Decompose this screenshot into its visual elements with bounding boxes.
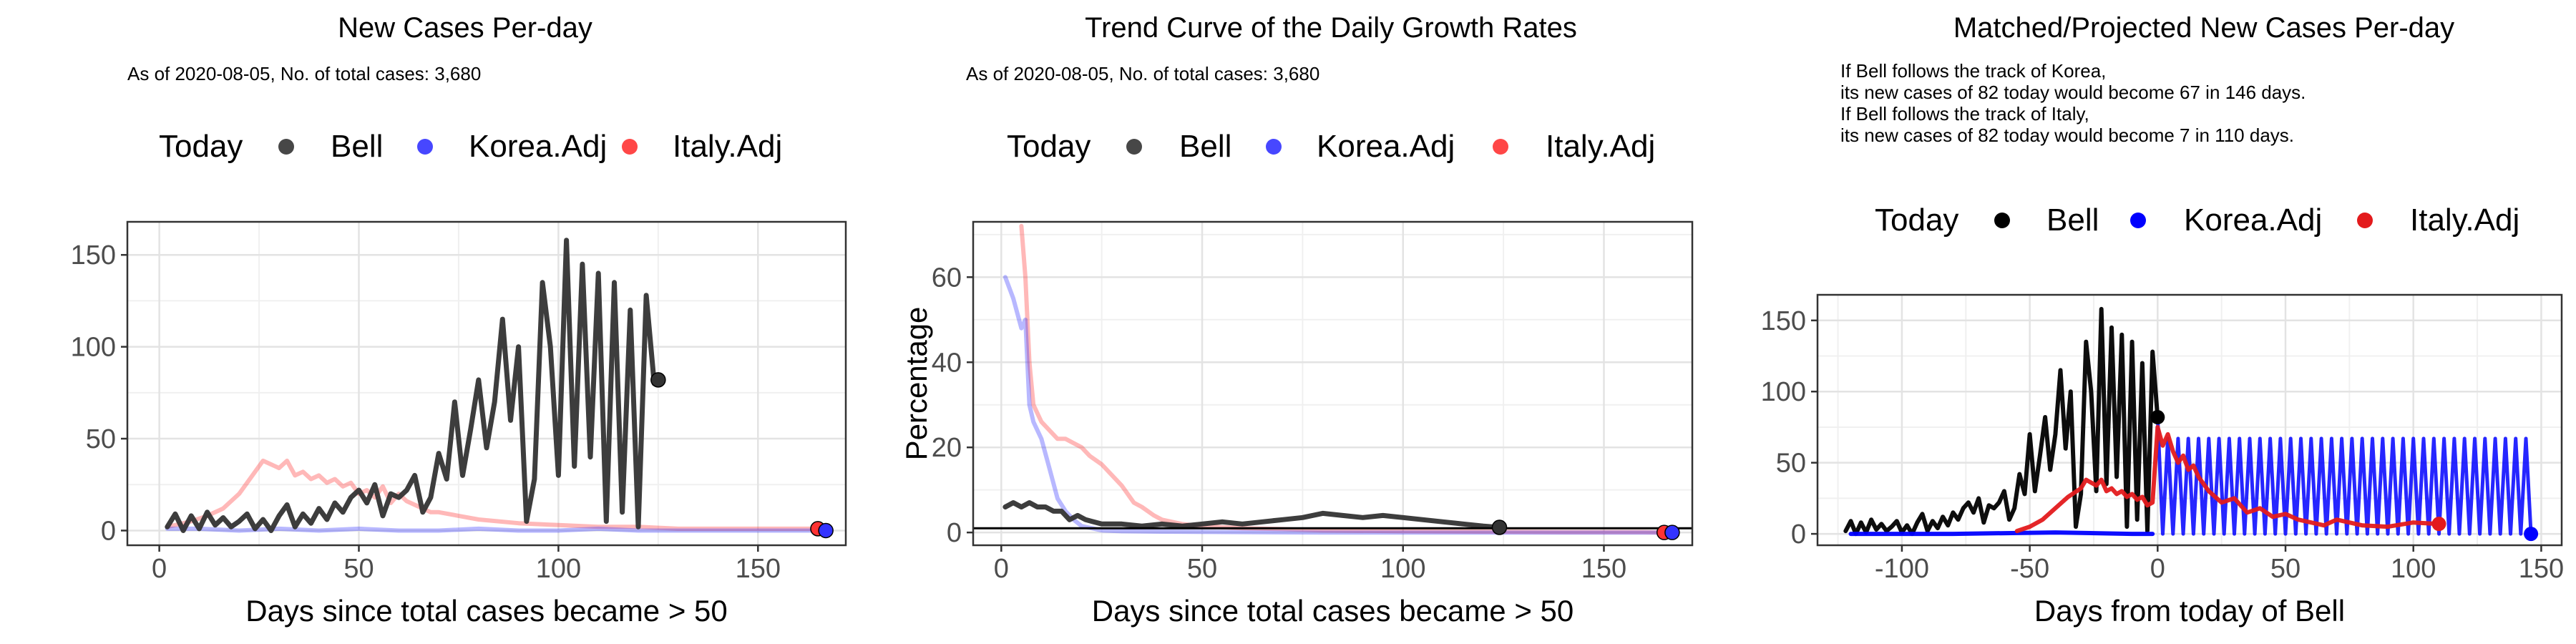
x-tick-label: 100 <box>1380 554 1425 584</box>
x-tick-label: 150 <box>2519 554 2564 584</box>
chart-subtitle: If Bell follows the track of Italy, <box>1840 103 2089 125</box>
y-tick-label: 20 <box>932 433 962 463</box>
legend-label: Korea.Adj <box>1317 129 1455 164</box>
plot-border <box>972 220 1694 547</box>
y-tick-label: 60 <box>932 263 962 293</box>
chart-panel-1: New Cases Per-day As of 2020-08-05, No. o… <box>71 12 847 628</box>
y-tick-label: 150 <box>1761 306 1806 336</box>
legend-label: Korea.Adj <box>469 129 607 164</box>
chart-subtitle: As of 2020-08-05, No. of total cases: 3,… <box>966 63 1319 84</box>
plot-area <box>1843 306 2533 537</box>
chart-subtitle: its new cases of 82 today would become 7… <box>1840 125 2294 146</box>
end-point-korea-adj <box>2524 527 2539 542</box>
chart-subtitle: If Bell follows the track of Korea, <box>1840 60 2106 82</box>
legend-key-korea-adj <box>1266 139 1282 155</box>
legend-key-bell <box>1126 139 1142 155</box>
legend-key-bell <box>278 139 294 155</box>
chart-title: Trend Curve of the Daily Growth Rates <box>1085 12 1577 44</box>
x-tick-label: 100 <box>2391 554 2436 584</box>
end-point-korea-adj <box>818 522 834 539</box>
chart-title: Matched/Projected New Cases Per-day <box>1953 12 2454 44</box>
x-tick-label: 50 <box>1187 554 1217 584</box>
series-line-korea-adj <box>165 526 829 533</box>
x-tick-label: 100 <box>536 554 581 584</box>
x-tick-label: 0 <box>152 554 167 584</box>
legend-key-korea-adj <box>417 139 433 155</box>
end-point-bell <box>1491 519 1508 535</box>
legend-label: Bell <box>1179 129 1231 164</box>
series-line-korea-adj-projected- <box>2155 415 2533 536</box>
x-axis-label: Days since total cases became > 50 <box>245 594 728 628</box>
legend-title: Today <box>1875 203 1958 238</box>
series-line-bell <box>165 238 661 533</box>
y-tick-label: 50 <box>1776 449 1806 479</box>
y-axis-label: Percentage <box>899 307 933 461</box>
legend-label: Italy.Adj <box>673 129 782 164</box>
x-tick-label: -100 <box>1875 554 1929 584</box>
y-tick-label: 0 <box>1791 519 1806 550</box>
series-line-bell <box>1002 500 1502 530</box>
series-line-italy-adj <box>2014 424 2441 534</box>
series-line-korea-adj <box>1002 275 1674 535</box>
legend-label: Italy.Adj <box>2410 203 2519 238</box>
legend-label: Bell <box>331 129 383 164</box>
y-tick-label: 40 <box>932 348 962 378</box>
chart-panel-2: Trend Curve of the Daily Growth Rates As … <box>899 12 1694 628</box>
legend-title: Today <box>159 129 243 164</box>
plot-border <box>126 220 847 547</box>
legend-key-italy-adj <box>2357 213 2373 228</box>
x-axis-label: Days since total cases became > 50 <box>1092 594 1574 628</box>
legend-key-italy-adj <box>622 139 638 155</box>
end-point-bell <box>2150 410 2165 425</box>
y-tick-label: 50 <box>86 424 116 454</box>
x-tick-label: 50 <box>2270 554 2301 584</box>
x-tick-label: 150 <box>736 554 781 584</box>
end-point-bell <box>650 372 666 388</box>
x-axis-label: Days from today of Bell <box>2034 594 2345 628</box>
chart-panel-3: Matched/Projected New Cases Per-day If Be… <box>1761 12 2565 628</box>
x-tick-label: 0 <box>994 554 1009 584</box>
series-line-italy-adj <box>1019 223 1667 535</box>
y-tick-label: 0 <box>101 516 116 546</box>
legend-key-bell <box>1994 213 2010 228</box>
plot-area <box>165 238 829 533</box>
y-tick-label: 100 <box>1761 377 1806 407</box>
x-tick-label: 150 <box>1581 554 1626 584</box>
y-tick-label: 0 <box>947 518 962 548</box>
chart-subtitle: its new cases of 82 today would become 6… <box>1840 82 2306 103</box>
legend-title: Today <box>1007 129 1091 164</box>
series-line-bell <box>1843 306 2160 537</box>
x-tick-label: 0 <box>2150 554 2165 584</box>
legend-key-italy-adj <box>1493 139 1508 155</box>
chart-subtitle: As of 2020-08-05, No. of total cases: 3,… <box>127 63 481 84</box>
legend-label: Bell <box>2046 203 2099 238</box>
plot-area <box>1002 223 1674 535</box>
x-tick-label: -50 <box>2010 554 2049 584</box>
end-point-korea-adj <box>1664 525 1680 540</box>
plot-background <box>127 222 846 545</box>
chart-title: New Cases Per-day <box>338 12 592 44</box>
legend-label: Italy.Adj <box>1546 129 1655 164</box>
y-tick-label: 100 <box>71 333 116 363</box>
x-tick-label: 50 <box>343 554 374 584</box>
legend-label: Korea.Adj <box>2184 203 2322 238</box>
y-tick-label: 150 <box>71 240 116 270</box>
end-point-italy-adj <box>2431 517 2446 532</box>
plot-border <box>1816 293 2563 547</box>
plot-background <box>973 222 1692 545</box>
series-line-korea-adj-matched- <box>1848 530 2155 537</box>
legend-key-korea-adj <box>2130 213 2146 228</box>
